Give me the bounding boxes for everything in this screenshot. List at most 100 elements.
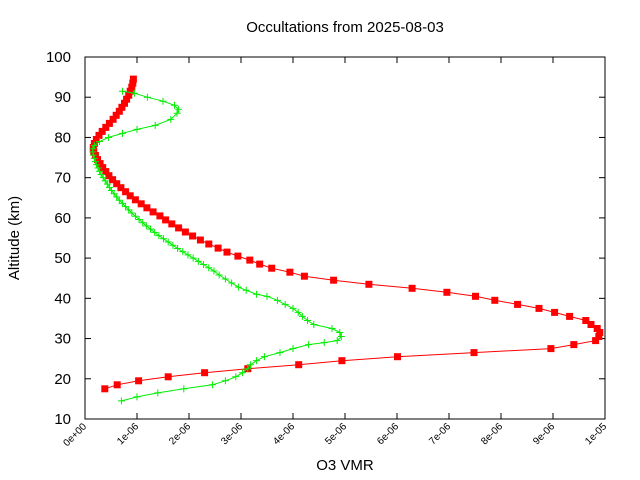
data-point [122, 203, 130, 211]
data-point [281, 300, 289, 308]
data-point [443, 288, 451, 296]
data-point [118, 199, 126, 207]
data-point [97, 170, 105, 178]
data-point [289, 345, 297, 353]
data-point [126, 192, 134, 200]
data-point [223, 248, 231, 256]
data-point [246, 256, 254, 264]
data-point [128, 83, 136, 91]
data-point [221, 377, 229, 385]
data-point [104, 133, 112, 141]
data-point [215, 271, 223, 279]
data-point [98, 127, 106, 135]
data-point [253, 290, 261, 298]
data-point [90, 141, 98, 149]
data-point [142, 222, 150, 230]
data-point [94, 156, 101, 164]
data-point [126, 87, 134, 95]
data-point [201, 369, 209, 377]
data-point [595, 333, 603, 340]
data-point [470, 349, 478, 357]
data-point [168, 220, 176, 228]
data-point [117, 184, 125, 192]
plot-frame [84, 56, 606, 420]
data-point [295, 361, 303, 369]
data-point [551, 308, 559, 316]
data-point [147, 225, 155, 233]
data-point [570, 341, 578, 349]
data-point [234, 252, 242, 260]
data-point [289, 304, 297, 312]
data-point [164, 238, 172, 246]
data-point [298, 312, 306, 320]
data-point [133, 125, 141, 133]
y-tick-label: 40 [54, 290, 71, 307]
data-point [394, 353, 401, 361]
data-point [286, 268, 294, 276]
data-point [547, 345, 555, 353]
data-point [596, 329, 604, 336]
data-point [112, 111, 120, 119]
data-point [310, 320, 318, 328]
data-point [205, 240, 213, 248]
data-point [175, 224, 183, 232]
data-point [92, 161, 100, 169]
data-point [587, 321, 595, 328]
data-point [196, 236, 204, 244]
chart-title: Occultations from 2025-08-03 [246, 19, 444, 36]
data-point [156, 212, 164, 220]
data-point [174, 244, 182, 252]
data-point [180, 385, 188, 393]
data-point [208, 381, 216, 389]
y-tick-label: 90 [54, 89, 71, 106]
data-point [333, 337, 341, 345]
data-point [118, 103, 126, 111]
data-point [535, 304, 543, 312]
data-point [118, 87, 126, 95]
x-axis-label: O3 VMR [316, 457, 374, 474]
data-point [129, 79, 137, 87]
data-point [143, 204, 151, 212]
data-point [117, 397, 125, 405]
data-point [125, 206, 133, 214]
data-point [244, 365, 252, 373]
data-point [155, 232, 163, 240]
data-point [95, 131, 103, 139]
data-point [304, 316, 312, 324]
data-point [337, 333, 345, 341]
data-point [320, 339, 328, 347]
data-point [300, 272, 308, 280]
data-point [330, 276, 338, 284]
data-point [246, 361, 254, 369]
y-tick-label: 30 [54, 331, 71, 348]
data-point [105, 119, 113, 127]
data-point [234, 283, 242, 291]
series-layer [89, 75, 604, 405]
y-tick-label: 10 [54, 411, 71, 428]
data-point [181, 228, 189, 236]
data-point [566, 312, 574, 320]
data-point [102, 168, 110, 176]
y-tick-label: 60 [54, 210, 71, 227]
data-point [89, 145, 97, 153]
data-point [194, 257, 202, 265]
data-point [221, 275, 229, 283]
data-point [170, 101, 178, 109]
data-point [260, 353, 268, 361]
y-tick-label: 80 [54, 129, 71, 146]
data-point [338, 357, 346, 365]
data-point [94, 164, 102, 172]
data-point [129, 75, 137, 83]
y-tick-label: 100 [46, 49, 71, 66]
data-point [102, 123, 110, 131]
data-point [179, 248, 187, 256]
data-point [336, 329, 344, 337]
data-point [214, 244, 222, 252]
data-point [242, 286, 250, 294]
data-point [96, 160, 104, 168]
data-point [256, 260, 264, 268]
data-point [154, 389, 162, 397]
data-point [113, 381, 121, 389]
data-point [582, 317, 590, 324]
y-tick-label: 50 [54, 250, 71, 267]
